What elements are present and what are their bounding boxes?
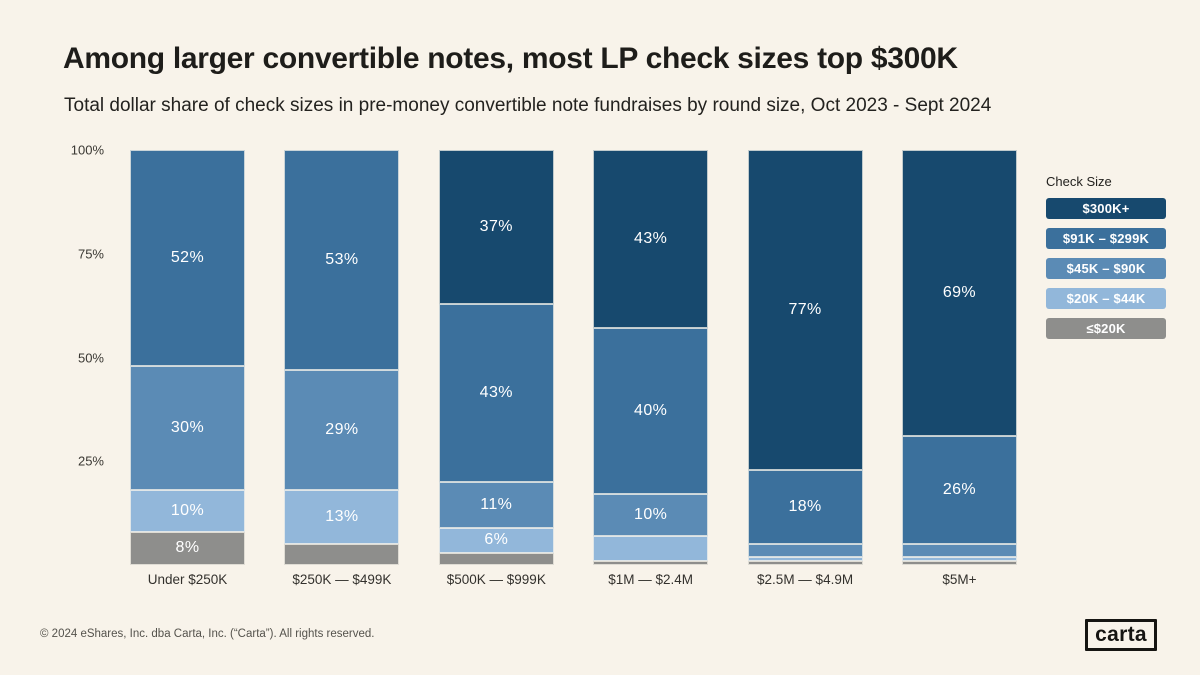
bar-segment: 43% bbox=[438, 303, 554, 482]
x-axis-label: $2.5M — $4.9M bbox=[757, 572, 854, 587]
segment-value-label: 53% bbox=[325, 250, 359, 268]
page-subtitle: Total dollar share of check sizes in pre… bbox=[64, 95, 992, 116]
y-tick-label: 100% bbox=[70, 142, 104, 158]
legend-items: $300K+ $91K – $299K $45K – $90K $20K – $44K… bbox=[1046, 198, 1166, 339]
bar-segment bbox=[438, 552, 554, 565]
bar-segment bbox=[747, 544, 863, 557]
bar-segment: 8% bbox=[130, 531, 245, 565]
bar-segment: 30% bbox=[130, 365, 245, 491]
bar-segment: 40% bbox=[593, 328, 709, 495]
x-axis-label: $1M — $2.4M bbox=[608, 572, 694, 587]
carta-logo: carta bbox=[1085, 619, 1157, 651]
bar-segment: 11% bbox=[438, 481, 554, 528]
x-axis-label: $250K — $499K bbox=[292, 572, 392, 587]
footer-copyright: © 2024 eShares, Inc. dba Carta, Inc. (“C… bbox=[40, 628, 375, 640]
legend-item: $91K – $299K bbox=[1046, 228, 1166, 249]
bar-segment bbox=[901, 560, 1017, 565]
bar-segment: 13% bbox=[284, 490, 400, 545]
segment-value-label: 10% bbox=[634, 506, 668, 524]
y-tick-label: 50% bbox=[77, 350, 104, 365]
bar-segment bbox=[901, 556, 1017, 561]
bar-segment bbox=[747, 560, 863, 565]
bar-segment: 37% bbox=[438, 150, 554, 304]
bar-segment: 18% bbox=[747, 469, 863, 545]
segment-value-label: 6% bbox=[484, 531, 509, 549]
segment-value-label: 13% bbox=[325, 508, 359, 526]
segment-value-label: 43% bbox=[479, 383, 513, 401]
bar-segment: 10% bbox=[593, 494, 709, 536]
bar-segment: 52% bbox=[130, 150, 245, 366]
bar-segment: 29% bbox=[284, 369, 400, 491]
x-axis-label: Under $250K bbox=[147, 572, 228, 587]
bar-segment: 6% bbox=[438, 527, 554, 553]
x-axis-label: $500K — $999K bbox=[446, 572, 546, 587]
segment-value-label: 11% bbox=[480, 495, 513, 513]
segment-value-label: 43% bbox=[634, 230, 668, 248]
segment-value-label: 10% bbox=[170, 502, 205, 520]
bar-segment: 26% bbox=[901, 436, 1017, 545]
segment-value-label: 37% bbox=[479, 217, 513, 235]
bar-segment bbox=[593, 560, 709, 565]
bar-5: 77% 18% $2.5M — $4.9M bbox=[747, 150, 863, 587]
bar-segment: 69% bbox=[901, 150, 1017, 437]
bar-segment: 77% bbox=[747, 150, 863, 470]
segment-value-label: 29% bbox=[325, 421, 359, 439]
segment-value-label: 77% bbox=[788, 300, 822, 318]
bar-segment: 43% bbox=[593, 150, 709, 329]
bar-segment bbox=[901, 544, 1017, 557]
bar-segment bbox=[747, 556, 863, 561]
bar-4: 43% 40% 10% $1M — $2.4M bbox=[593, 150, 709, 587]
legend-item: ≤$20K bbox=[1046, 318, 1166, 339]
bar-segment: 10% bbox=[130, 490, 245, 532]
segment-value-label: 52% bbox=[170, 248, 205, 266]
segment-value-label: 18% bbox=[788, 497, 822, 515]
y-tick-label: 25% bbox=[77, 453, 104, 469]
segment-value-label: 26% bbox=[942, 481, 977, 499]
x-axis-label: $5M+ bbox=[942, 572, 977, 587]
legend-item: $300K+ bbox=[1046, 198, 1166, 219]
page-title: Among larger convertible notes, most LP … bbox=[63, 42, 958, 75]
legend-item: $20K – $44K bbox=[1046, 288, 1166, 309]
plot-area: 52% 30% 10% 8% Under $250K 53% 29% 13% $250K — $… bbox=[130, 150, 1017, 587]
segment-value-label: 30% bbox=[170, 419, 205, 437]
segment-value-label: 69% bbox=[942, 284, 977, 302]
segment-value-label: 40% bbox=[634, 402, 668, 420]
legend-title: Check Size bbox=[1046, 174, 1112, 189]
legend-item: $45K – $90K bbox=[1046, 258, 1166, 279]
bar-2: 53% 29% 13% $250K — $499K bbox=[284, 150, 400, 587]
bar-1: 52% 30% 10% 8% Under $250K bbox=[130, 150, 245, 587]
y-tick-label: 75% bbox=[77, 246, 104, 262]
bar-segment: 53% bbox=[284, 150, 400, 370]
legend: Check Size $300K+ $91K – $299K $45K – $90K… bbox=[1046, 174, 1166, 348]
bar-segment bbox=[284, 544, 400, 565]
bar-segment bbox=[593, 535, 709, 561]
bar-3: 37% 43% 11% 6% $500K — $999K bbox=[438, 150, 554, 587]
segment-value-label: 8% bbox=[175, 539, 200, 557]
bar-6: 69% 26% $5M+ bbox=[901, 150, 1017, 587]
y-axis: 100% 75% 50% 25% bbox=[36, 143, 104, 565]
